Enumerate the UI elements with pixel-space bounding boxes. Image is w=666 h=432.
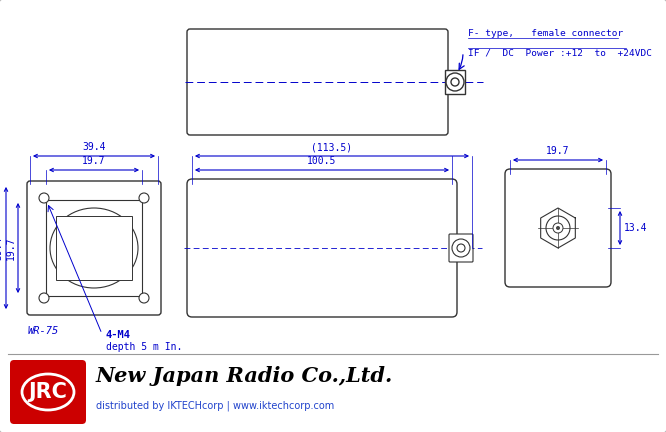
Text: 39.4: 39.4 [0, 236, 3, 260]
Text: WR-75: WR-75 [28, 326, 59, 336]
Text: 4-M4: 4-M4 [106, 330, 131, 340]
Text: 13.4: 13.4 [624, 223, 647, 233]
FancyBboxPatch shape [27, 181, 161, 315]
Text: 39.4: 39.4 [82, 142, 106, 152]
Circle shape [39, 193, 49, 203]
Bar [445, 70, 465, 94]
FancyBboxPatch shape [449, 234, 473, 262]
Text: distributed by IKTECHcorp | www.iktechcorp.com: distributed by IKTECHcorp | www.iktechco… [96, 401, 334, 411]
Bar [46, 200, 142, 296]
Text: JRC: JRC [29, 382, 67, 402]
Text: 19.7: 19.7 [6, 236, 16, 260]
FancyBboxPatch shape [187, 29, 448, 135]
FancyBboxPatch shape [187, 179, 457, 317]
Circle shape [553, 223, 563, 233]
Circle shape [451, 78, 459, 86]
Circle shape [546, 216, 570, 240]
Text: depth 5 m In.: depth 5 m In. [106, 342, 182, 352]
Circle shape [139, 193, 149, 203]
Text: 19.7: 19.7 [546, 146, 569, 156]
Circle shape [452, 239, 470, 257]
Ellipse shape [50, 208, 138, 288]
Text: New Japan Radio Co.,Ltd.: New Japan Radio Co.,Ltd. [96, 366, 393, 386]
Text: 19.7: 19.7 [82, 156, 106, 166]
Circle shape [446, 73, 464, 91]
Ellipse shape [22, 374, 74, 410]
Text: IF /  DC  Power :+12  to  +24VDC: IF / DC Power :+12 to +24VDC [468, 48, 652, 57]
Circle shape [39, 293, 49, 303]
FancyBboxPatch shape [10, 360, 86, 424]
Circle shape [556, 226, 560, 230]
FancyBboxPatch shape [505, 169, 611, 287]
Text: F- type,   female connector: F- type, female connector [468, 29, 623, 38]
Circle shape [457, 244, 465, 252]
Circle shape [139, 293, 149, 303]
Bar [56, 216, 132, 280]
Text: (113.5): (113.5) [312, 142, 352, 152]
Text: 100.5: 100.5 [307, 156, 337, 166]
Polygon shape [541, 208, 575, 248]
